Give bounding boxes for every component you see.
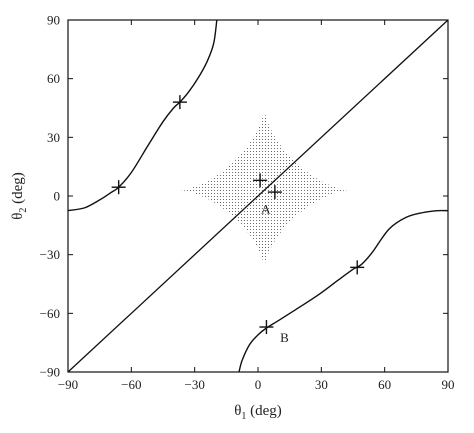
x-tick-label: 0 — [255, 377, 262, 392]
x-tick-label: 90 — [442, 377, 455, 392]
y-tick-label: 60 — [47, 71, 60, 86]
x-tick-label: −60 — [121, 377, 141, 392]
x-axis-subscript: 1 — [241, 411, 246, 422]
x-axis-symbol: θ — [234, 403, 241, 419]
x-tick-label: 60 — [378, 377, 391, 392]
x-tick-label: −30 — [184, 377, 204, 392]
plus-marker — [253, 173, 268, 188]
diagonal-line — [67, 19, 449, 373]
y-tick-label: −30 — [40, 247, 60, 262]
y-tick-label: 30 — [47, 130, 60, 145]
y-tick-label: 0 — [54, 189, 61, 204]
x-axis-title: θ1 (deg) — [234, 403, 282, 422]
y-axis-title: θ2 (deg) — [10, 172, 29, 220]
y-tick-label: −90 — [40, 365, 60, 380]
series-curve-2 — [238, 209, 449, 373]
y-axis-unit: (deg) — [10, 172, 26, 207]
plus-marker — [111, 180, 126, 195]
point-label-a: A — [261, 202, 271, 217]
point-label-b: B — [280, 330, 289, 345]
plus-marker — [267, 185, 282, 200]
x-axis-unit: (deg) — [246, 403, 281, 419]
series-curve-1 — [67, 19, 218, 212]
x-tick-label: −90 — [58, 377, 78, 392]
plus-marker — [259, 320, 274, 335]
y-axis-symbol: θ — [10, 213, 26, 220]
y-axis-title-group: θ2 (deg) — [10, 172, 29, 220]
plus-marker — [172, 95, 187, 110]
plus-marker — [350, 260, 365, 275]
y-tick-label: −60 — [40, 306, 60, 321]
x-tick-label: 30 — [315, 377, 328, 392]
y-tick-label: 90 — [47, 13, 60, 28]
shaded-region — [179, 108, 349, 269]
y-axis-subscript: 2 — [18, 208, 29, 213]
